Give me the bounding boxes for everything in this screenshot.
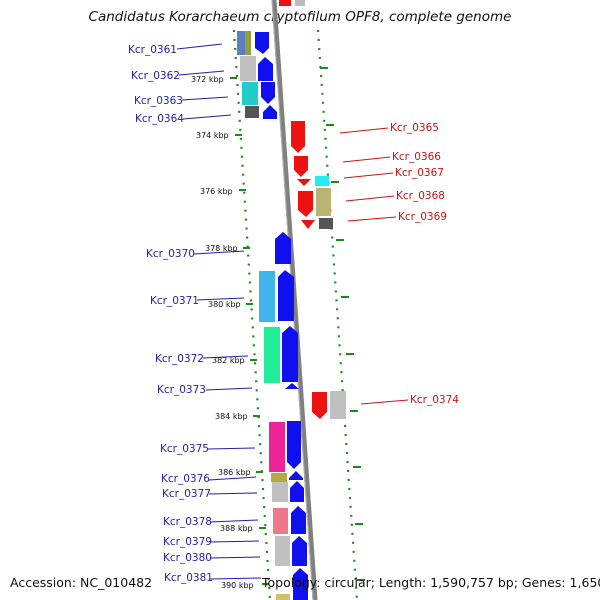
- gene-kcr-0377-arrow: [290, 481, 304, 502]
- gene-kcr-0373-arrow: [285, 383, 299, 389]
- tick-label-380: 380 kbp: [208, 300, 241, 309]
- accession-text: Accession: NC_010482: [10, 575, 153, 590]
- gene-kcr-0371-arrow: [278, 270, 294, 321]
- genome-info-text: Topology: circular; Length: 1,590,757 bp…: [262, 575, 600, 590]
- feature-kcr-0368: [316, 188, 331, 216]
- gene-kcr-0369-arrow: [301, 220, 315, 229]
- tick-label-374: 374 kbp: [196, 131, 229, 140]
- gene-label-kcr-0375[interactable]: Kcr_0375: [160, 443, 209, 455]
- gene-kcr-0362-arrow: [258, 57, 273, 81]
- gene-label-kcr-0370[interactable]: Kcr_0370: [146, 248, 195, 260]
- gene-label-kcr-0372[interactable]: Kcr_0372: [155, 353, 204, 365]
- gene-label-kcr-0367[interactable]: Kcr_0367: [395, 167, 444, 179]
- gene-kcr-0366-arrow: [294, 156, 308, 177]
- gene-kcr-0367-arrow: [297, 179, 311, 186]
- gene-label-kcr-0366[interactable]: Kcr_0366: [392, 151, 441, 163]
- genome-backbone: [271, 0, 318, 600]
- gene-label-kcr-0380[interactable]: Kcr_0380: [163, 552, 212, 564]
- gene-label-kcr-0361[interactable]: Kcr_0361: [128, 44, 177, 56]
- gene-label-kcr-0362[interactable]: Kcr_0362: [131, 70, 180, 82]
- gene-kcr-0378-arrow: [291, 506, 306, 534]
- gene-kcr-0365-arrow: [291, 121, 305, 153]
- feature-kcr-0369: [319, 218, 333, 229]
- gene-label-kcr-0381[interactable]: Kcr_0381: [164, 572, 213, 584]
- gene-label-kcr-0374[interactable]: Kcr_0374: [410, 394, 459, 406]
- tick-label-372: 372 kbp: [191, 75, 224, 84]
- map-title: Candidatus Korarchaeum cryptofilum OPF8,…: [88, 9, 512, 25]
- feature-kcr-0377: [272, 482, 288, 502]
- tick-label-384: 384 kbp: [215, 412, 248, 421]
- gene-kcr-0361-arrow: [255, 32, 269, 54]
- feature-kcr-0362: [240, 56, 256, 81]
- gene-label-kcr-0363[interactable]: Kcr_0363: [134, 95, 183, 107]
- feature-kcr-0372: [264, 327, 280, 383]
- gene-kcr-0363-arrow: [261, 82, 275, 104]
- feature-kcr-0367: [315, 176, 329, 186]
- gene-kcr-0364-arrow: [263, 105, 277, 119]
- tick-marks: [230, 67, 365, 585]
- tick-label-390: 390 kbp: [221, 581, 254, 590]
- tick-label-388: 388 kbp: [220, 524, 253, 533]
- reverse-dotted-guide: [316, 29, 359, 600]
- gene-label-kcr-0368[interactable]: Kcr_0368: [396, 190, 445, 202]
- gene-label-kcr-0377[interactable]: Kcr_0377: [162, 488, 211, 500]
- gene-kcr-0374-arrow: [312, 392, 327, 419]
- feature-bottom-clip-yellow: [276, 594, 290, 600]
- tick-label-382: 382 kbp: [212, 356, 245, 365]
- feature-kcr-0376: [271, 473, 287, 482]
- feature-kcr-0378: [273, 508, 288, 534]
- tick-label-386: 386 kbp: [218, 468, 251, 477]
- feature-top-clip-gray: [295, 0, 305, 6]
- gene-kcr-0376-arrow: [289, 471, 303, 480]
- feature-kcr-0364: [245, 106, 259, 118]
- gene-label-kcr-0378[interactable]: Kcr_0378: [163, 516, 212, 528]
- feature-kcr-0375: [269, 422, 285, 472]
- gene-label-kcr-0379[interactable]: Kcr_0379: [163, 536, 212, 548]
- feature-kcr-0361-b: [245, 31, 251, 55]
- forward-leader-lines: [176, 43, 262, 580]
- gene-label-kcr-0369[interactable]: Kcr_0369: [398, 211, 447, 223]
- gene-kcr-0372-arrow: [282, 326, 298, 382]
- gene-label-kcr-0371[interactable]: Kcr_0371: [150, 295, 199, 307]
- feature-kcr-0379: [275, 536, 290, 566]
- gene-label-kcr-0365[interactable]: Kcr_0365: [390, 122, 439, 134]
- tick-label-378: 378 kbp: [205, 244, 238, 253]
- gene-label-kcr-0364[interactable]: Kcr_0364: [135, 113, 184, 125]
- gene-kcr-0368-arrow: [298, 191, 313, 217]
- gene-kcr-0375-arrow: [287, 421, 301, 469]
- feature-kcr-0361-a: [237, 31, 245, 55]
- feature-kcr-0374: [330, 391, 346, 419]
- gene-kcr-0379-arrow: [292, 536, 307, 566]
- tick-label-376: 376 kbp: [200, 187, 233, 196]
- feature-kcr-0371: [259, 271, 275, 322]
- feature-top-clip-red: [279, 0, 291, 6]
- feature-kcr-0363: [242, 82, 258, 105]
- gene-label-kcr-0376[interactable]: Kcr_0376: [161, 473, 210, 485]
- reverse-leader-lines: [339, 127, 409, 405]
- gene-kcr-0381-arrow: [293, 568, 308, 600]
- gene-label-kcr-0373[interactable]: Kcr_0373: [157, 384, 206, 396]
- gene-kcr-0370-arrow: [275, 232, 291, 264]
